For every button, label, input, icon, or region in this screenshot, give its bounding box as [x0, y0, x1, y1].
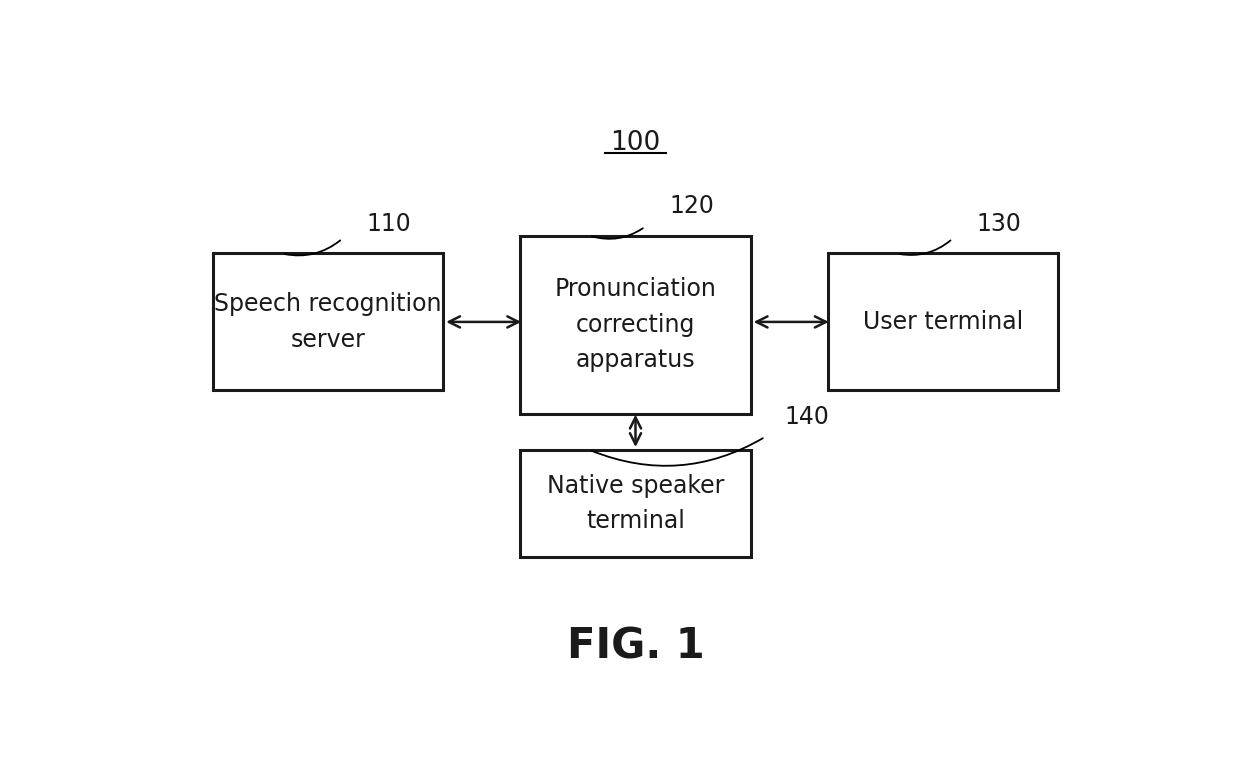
Text: 100: 100: [610, 131, 661, 156]
Bar: [521, 236, 751, 414]
Bar: [828, 254, 1058, 390]
Text: User terminal: User terminal: [863, 310, 1023, 334]
Bar: [213, 254, 444, 390]
Bar: [521, 450, 751, 557]
Text: Speech recognition
server: Speech recognition server: [215, 292, 441, 352]
Text: FIG. 1: FIG. 1: [567, 625, 704, 667]
Text: 120: 120: [670, 194, 714, 218]
Text: Native speaker
terminal: Native speaker terminal: [547, 474, 724, 533]
Text: 130: 130: [977, 212, 1022, 236]
Text: 110: 110: [367, 212, 412, 236]
Text: Pronunciation
correcting
apparatus: Pronunciation correcting apparatus: [554, 278, 717, 373]
Text: 140: 140: [785, 405, 830, 429]
